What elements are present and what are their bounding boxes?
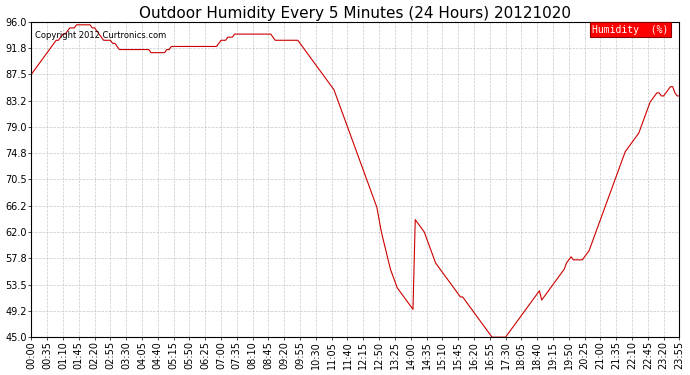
Text: Copyright 2012 Curtronics.com: Copyright 2012 Curtronics.com [34, 31, 166, 40]
Title: Outdoor Humidity Every 5 Minutes (24 Hours) 20121020: Outdoor Humidity Every 5 Minutes (24 Hou… [139, 6, 571, 21]
Text: Humidity  (%): Humidity (%) [592, 25, 669, 35]
